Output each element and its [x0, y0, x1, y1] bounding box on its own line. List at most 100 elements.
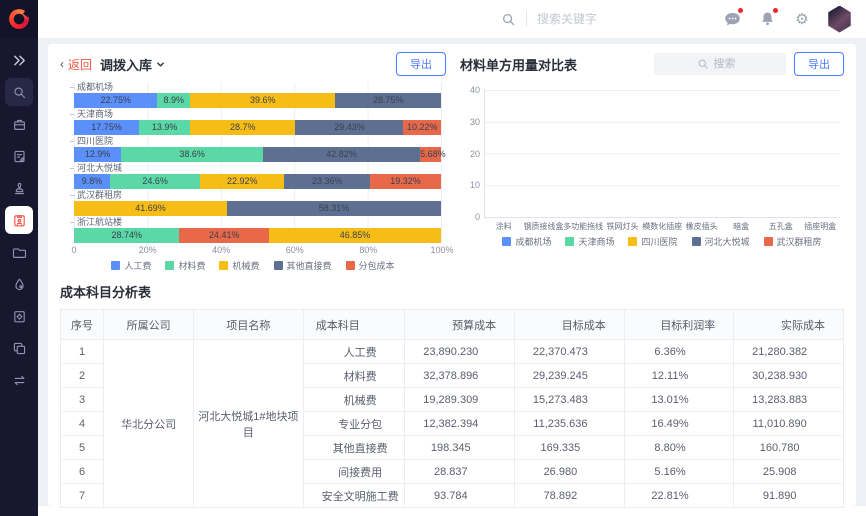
actual-cost-cell: 13,283.883: [733, 387, 844, 412]
project-cell: 河北大悦城1#地块项目: [193, 339, 304, 508]
bar-segment: 28.7%: [190, 120, 296, 135]
notifications-button[interactable]: [757, 8, 778, 29]
briefcase-icon: [13, 119, 25, 130]
sidebar-item-search[interactable]: [5, 78, 33, 106]
x-tick-label: 20%: [138, 245, 157, 255]
sidebar-item-stamp[interactable]: [5, 174, 33, 202]
global-search-input[interactable]: [537, 12, 647, 26]
target-cost-cell: 169.335: [514, 435, 625, 460]
swap-arrows-icon: [14, 375, 24, 385]
column-header: 预算成本: [404, 309, 516, 340]
legend-swatch: [345, 261, 355, 270]
bar-segment: 38.6%: [121, 147, 263, 162]
subject-cell: 材料费: [302, 363, 406, 388]
messages-button[interactable]: [722, 8, 743, 29]
grouped-bar-chart: 0 10 20 30 40: [470, 85, 840, 222]
back-button[interactable]: ‹ 返回: [60, 56, 92, 73]
column-header: 所属公司: [103, 309, 195, 340]
legend-swatch: [763, 237, 773, 246]
row-index-cell: 5: [59, 435, 105, 460]
cost-analysis-section: 成本科目分析表 序号 所属公司 项目名称 成本科目 预算成本 目标成本 目标利润率 实际成本 …: [59, 282, 844, 508]
y-tick-label: 20: [469, 148, 480, 159]
x-axis-label: 暗盒: [733, 222, 750, 231]
copy-icon: [13, 342, 25, 354]
target-margin-cell: 5.16%: [623, 459, 735, 484]
category-label: 四川医院: [70, 136, 441, 147]
sidebar-item-material[interactable]: [5, 270, 33, 298]
stacked-bar-chart: 成都机场 22.75% 8.9% 39.6% 28.75% 天津商场 17.75% 13.9%…: [70, 82, 446, 244]
stamp-icon: [14, 182, 24, 194]
category-label: 武汉群租房: [70, 190, 441, 201]
sidebar-item-document[interactable]: [5, 142, 33, 170]
legend-swatch: [273, 261, 283, 270]
bar-segment: 19.32%: [370, 174, 441, 189]
avatar[interactable]: [828, 5, 851, 33]
table-row: 2 材料费 32,378.896 29,239.245 12.11% 30,238.930: [59, 363, 844, 388]
budget-cost-cell: 19,289.309: [404, 387, 516, 412]
table-row: 5 其他直接费 198.345 169.335 8.80% 160.780: [59, 435, 844, 460]
notification-dot: [738, 8, 743, 13]
sidebar-item-cost-active[interactable]: [5, 206, 33, 234]
folder-icon: [12, 247, 26, 258]
subject-cell: 专业分包: [302, 411, 406, 436]
row-index-cell: 6: [59, 459, 105, 484]
y-tick-label: 10: [469, 180, 480, 191]
document-edit-icon: [13, 150, 25, 162]
sidebar-item-company[interactable]: [5, 110, 33, 138]
subject-cell: 其他直接费: [302, 435, 406, 460]
sidebar-item-folder[interactable]: [5, 238, 33, 266]
stacked-bar-row: 河北大悦城 9.8% 24.6% 22.92% 23.36% 19.32%: [70, 163, 441, 190]
search-icon: [698, 59, 708, 69]
material-usage-panel: 材料单方用量对比表 导出 0 10 20 30 40 涂料 钢质接线盒多功能拖线铁网灯头模…: [460, 52, 844, 272]
sidebar: [0, 0, 38, 516]
target-margin-cell: 22.81%: [623, 483, 735, 508]
bar-segment: 28.75%: [335, 93, 441, 108]
legend-item: 四川医院: [628, 235, 678, 248]
target-cost-cell: 22,370.473: [514, 339, 625, 364]
stacked-bar-track: 12.9% 38.6% 42.82% 5.68%: [74, 147, 446, 162]
bar-segment: 24.41%: [179, 228, 270, 243]
app-logo[interactable]: [0, 0, 38, 38]
chart-search-input[interactable]: [713, 58, 744, 70]
y-tick-label: 30: [469, 116, 480, 127]
legend-swatch: [628, 237, 638, 246]
legend-item: 人工费: [111, 259, 151, 272]
export-button[interactable]: 导出: [396, 52, 446, 76]
export-button[interactable]: 导出: [794, 52, 844, 76]
sidebar-item-copy[interactable]: [5, 334, 33, 362]
target-cost-cell: 78.892: [514, 483, 625, 508]
left-panel-title[interactable]: 调拨入库: [100, 55, 165, 74]
chart-search-box[interactable]: [654, 53, 786, 75]
chevron-left-icon: ‹: [60, 57, 64, 71]
legend-item: 材料费: [165, 259, 205, 272]
legend-item: 天津商场: [565, 235, 614, 248]
subject-cell: 间接费用: [302, 459, 406, 484]
sidebar-item-transfer[interactable]: [5, 366, 33, 394]
stacked-bar-track: 17.75% 13.9% 28.7% 29.43% 10.22%: [74, 120, 441, 135]
content-area: ‹ 返回 调拨入库 导出 成都机场 22.75% 8.9% 39.6% 28.75% 天津…: [38, 38, 866, 508]
actual-cost-cell: 30,238.930: [733, 363, 844, 388]
table-row: 1 华北分公司 河北大悦城1#地块项目 人工费 23,890.230 22,370.473…: [59, 339, 844, 508]
stacked-bar-row: 成都机场 22.75% 8.9% 39.6% 28.75%: [70, 82, 441, 109]
x-tick-label: 80%: [359, 245, 378, 255]
legend-label: 机械费: [232, 261, 260, 271]
sidebar-item-device[interactable]: [5, 302, 33, 330]
stacked-chart-legend: 人工费 材料费 机械费 其他直接费 分包成本: [60, 259, 446, 272]
table-header-row: 序号 所属公司 项目名称 成本科目 预算成本 目标成本 目标利润率 实际成本: [59, 309, 844, 340]
global-search[interactable]: [501, 11, 647, 27]
bar-segment: 28.74%: [74, 228, 180, 243]
budget-cost-cell: 32,378.896: [404, 363, 516, 388]
x-axis-labels: 涂料 钢质接线盒 多功能拖线 铁网灯头 模数化插座 橡皮插头 暗盒 五孔盒 插座明盒: [484, 221, 840, 232]
settings-button[interactable]: ⚙: [792, 9, 812, 29]
column-header: 成本科目: [302, 309, 406, 340]
clipboard-person-icon: [13, 214, 25, 226]
bar-segment: 22.92%: [200, 174, 285, 189]
column-header: 目标利润率: [623, 309, 735, 340]
table-title: 成本科目分析表: [60, 285, 152, 300]
budget-cost-cell: 12,382.394: [404, 411, 516, 436]
bar-segment: 39.6%: [190, 93, 336, 108]
sidebar-collapse-button[interactable]: [5, 46, 33, 74]
actual-cost-cell: 91.890: [733, 483, 844, 508]
subject-cell: 人工费: [302, 339, 406, 364]
stacked-bar-track: 9.8% 24.6% 22.92% 23.36% 19.32%: [74, 174, 441, 189]
